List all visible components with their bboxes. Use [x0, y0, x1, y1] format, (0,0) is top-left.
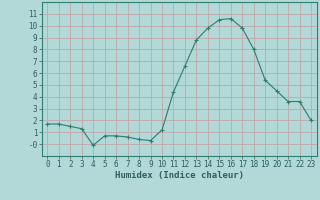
- X-axis label: Humidex (Indice chaleur): Humidex (Indice chaleur): [115, 171, 244, 180]
